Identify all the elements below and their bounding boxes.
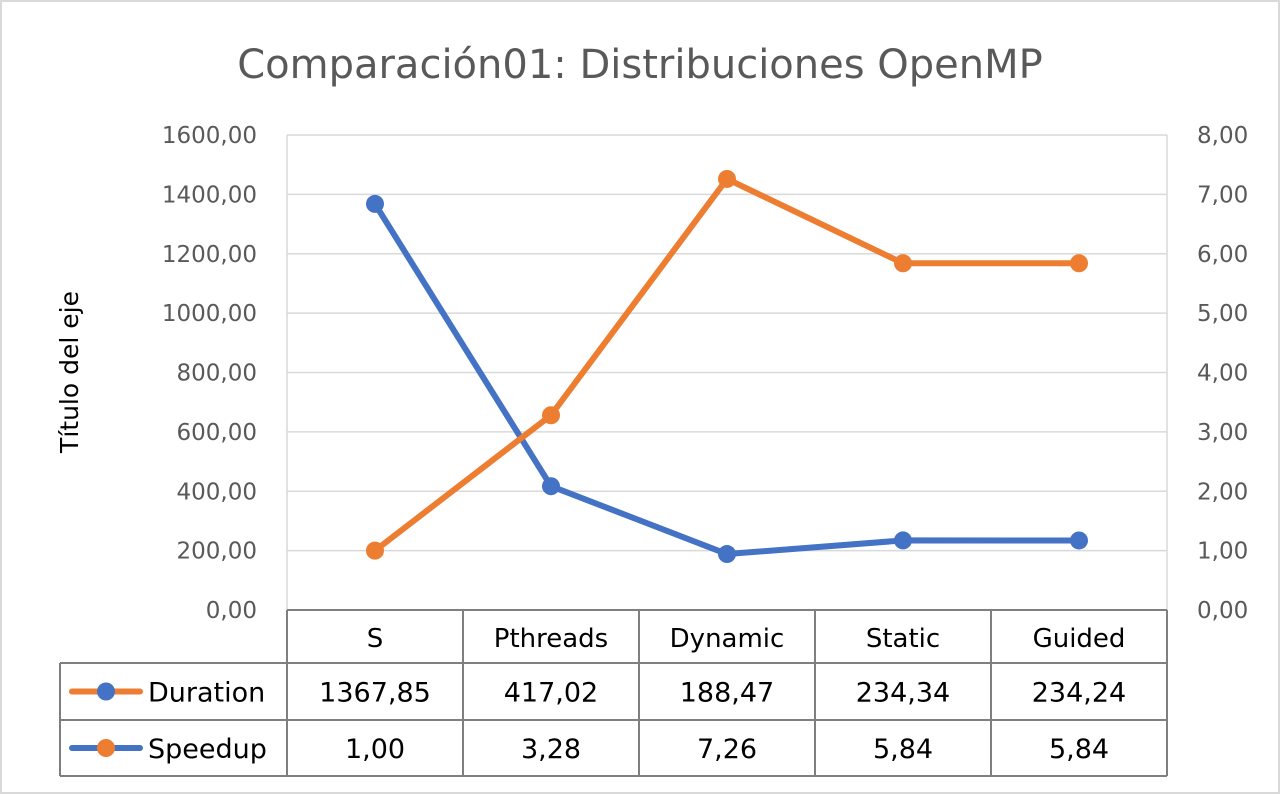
- category-label: Guided: [1033, 624, 1126, 654]
- data-point-duration: [1070, 531, 1088, 550]
- y-tick-label-left: 200,00: [177, 539, 257, 565]
- y-tick-label-right: 6,00: [1197, 242, 1248, 268]
- y-tick-label-right: 2,00: [1197, 479, 1248, 505]
- y-tick-label-right: 7,00: [1197, 182, 1248, 208]
- data-point-speedup: [718, 169, 736, 188]
- category-label: Pthreads: [494, 624, 608, 654]
- data-table-cell-duration: 188,47: [680, 678, 774, 709]
- data-table: S Pthreads Dynamic Static Guided Duration 1367…: [59, 609, 1168, 777]
- data-point-speedup: [1070, 254, 1088, 273]
- y-tick-label-left: 800,00: [177, 361, 257, 387]
- data-table-cell-speedup: 3,28: [521, 734, 581, 765]
- data-table-cell-duration: 234,24: [1032, 678, 1126, 709]
- y-tick-label-right: 0,00: [1197, 598, 1248, 624]
- data-table-cell-speedup: 1,00: [345, 734, 405, 765]
- axis-ticks: 0,00 200,00 400,00 600,00 800,00 1000,00 1200,…: [162, 123, 1248, 624]
- y-tick-label-right: 5,00: [1197, 301, 1248, 327]
- data-table-cell-speedup: 5,84: [1049, 734, 1109, 765]
- data-table-cell-duration: 417,02: [504, 678, 598, 709]
- category-label: S: [367, 624, 384, 654]
- y-tick-label-left: 1000,00: [162, 301, 257, 327]
- data-point-duration: [718, 545, 736, 564]
- data-point-duration: [894, 531, 912, 550]
- y-tick-label-left: 1400,00: [162, 182, 257, 208]
- y-tick-label-right: 3,00: [1197, 420, 1248, 446]
- series-lines: [366, 169, 1088, 564]
- y-tick-label-left: 0,00: [206, 598, 257, 624]
- y-axis-title: Título del eje: [55, 291, 84, 454]
- legend-label-duration: Duration: [148, 678, 265, 709]
- y-tick-label-right: 4,00: [1197, 361, 1248, 387]
- data-table-cell-duration: 1367,85: [319, 678, 431, 709]
- y-tick-label-left: 600,00: [177, 420, 257, 446]
- y-tick-label-left: 1200,00: [162, 242, 257, 268]
- legend-key-marker-speedup: [97, 739, 115, 757]
- category-label: Dynamic: [670, 624, 785, 654]
- data-table-cell-speedup: 7,26: [697, 734, 757, 765]
- y-tick-label-left: 1600,00: [162, 123, 257, 149]
- data-point-speedup: [894, 254, 912, 273]
- y-tick-label-right: 8,00: [1197, 123, 1248, 149]
- data-table-cell-speedup: 5,84: [873, 734, 933, 765]
- data-point-duration: [542, 477, 560, 496]
- data-point-speedup: [366, 541, 384, 560]
- data-point-speedup: [542, 406, 560, 425]
- y-tick-label-left: 400,00: [177, 479, 257, 505]
- y-tick-label-right: 1,00: [1197, 539, 1248, 565]
- data-table-cell-duration: 234,34: [856, 678, 950, 709]
- category-label: Static: [866, 624, 940, 654]
- data-point-duration: [366, 194, 384, 213]
- legend-label-speedup: Speedup: [148, 734, 267, 765]
- chart-title: Comparación01: Distribuciones OpenMP: [237, 42, 1043, 88]
- legend-key-marker-duration: [97, 682, 115, 701]
